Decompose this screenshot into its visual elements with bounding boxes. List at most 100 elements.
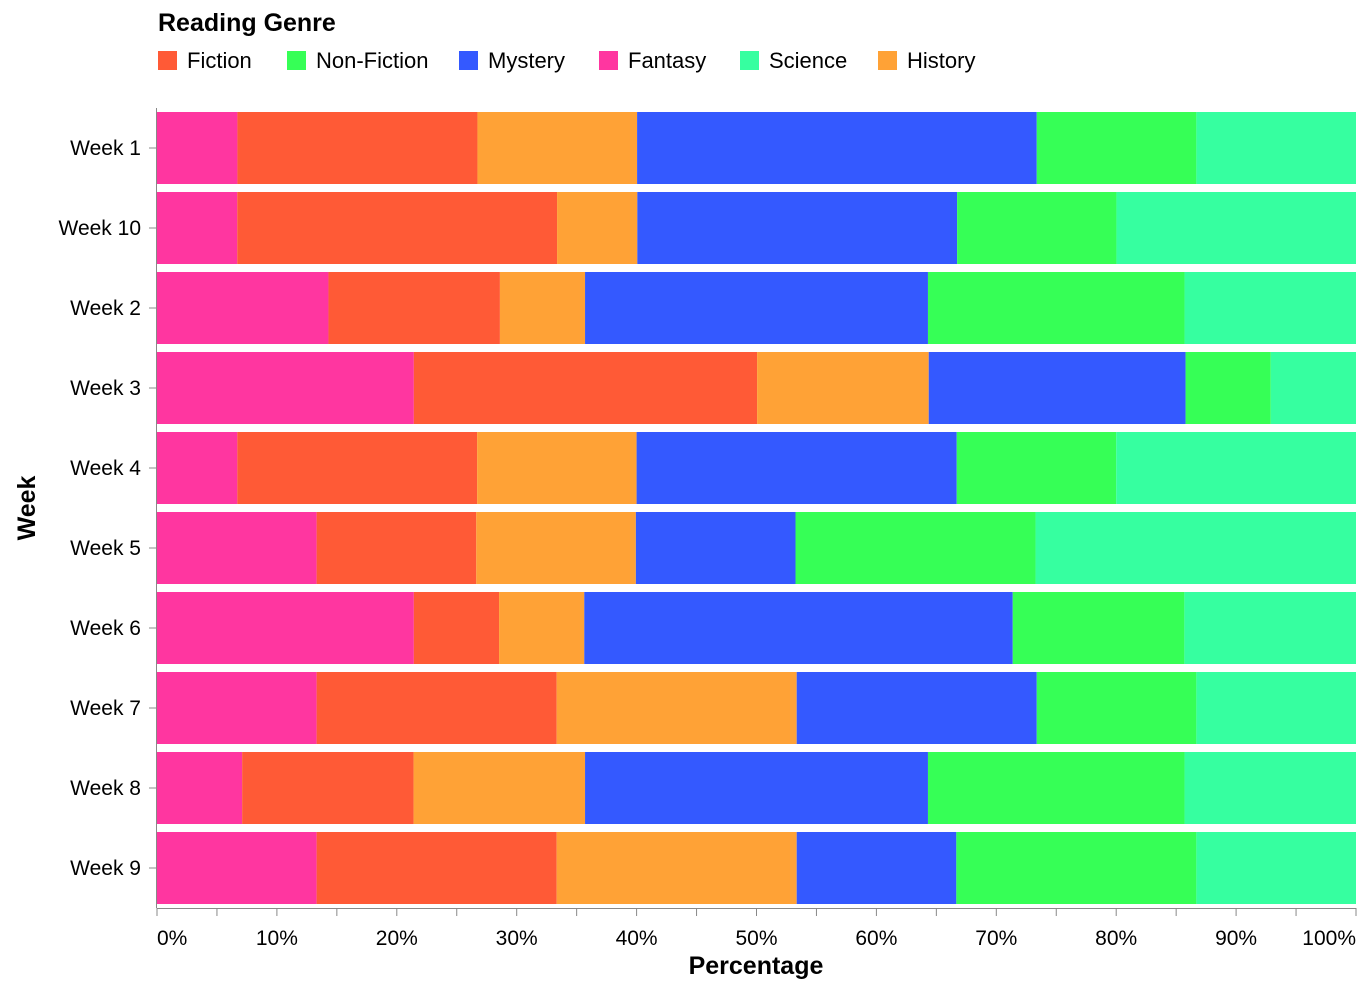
x-tick-label: 100%	[1302, 927, 1356, 950]
bar-segment-fantasy	[157, 352, 414, 424]
bar-segment-mystery	[636, 432, 957, 504]
bar-segment-non-fiction	[956, 432, 1117, 504]
bar-row-week-3	[157, 352, 1356, 424]
bar-segment-fiction	[316, 832, 557, 904]
legend-label-fiction: Fiction	[187, 48, 252, 73]
y-axis: Week 1 Week 10 Week 2 Week 3 Week 4 Week 5 Wee…	[59, 108, 157, 908]
legend-label-history: History	[907, 48, 975, 73]
legend-title: Reading Genre	[158, 9, 336, 37]
bar-segment-science	[1196, 672, 1356, 744]
bar-row-week-9	[157, 832, 1356, 904]
bar-segment-fantasy	[157, 672, 317, 744]
bar-segment-non-fiction	[957, 192, 1117, 264]
legend-label-fantasy: Fantasy	[628, 48, 706, 73]
bar-segment-non-fiction	[1012, 592, 1185, 664]
y-tick-label: Week 2	[70, 297, 141, 320]
x-tick-label: 70%	[975, 927, 1017, 950]
bar-segment-fiction	[316, 672, 557, 744]
bar-segment-fantasy	[157, 752, 243, 824]
bar-segment-history	[477, 432, 637, 504]
bar-segment-fantasy	[157, 512, 317, 584]
legend-label-non-fiction: Non-Fiction	[316, 48, 428, 73]
bar-row-week-2	[157, 272, 1356, 344]
bar-segment-history	[556, 832, 797, 904]
bar-segment-history	[557, 192, 638, 264]
x-tick-label: 80%	[1095, 927, 1137, 950]
y-tick-label: Week 8	[70, 777, 141, 800]
bar-segment-science	[1184, 752, 1356, 824]
y-tick-label: Week 9	[70, 857, 141, 880]
bar-segment-mystery	[585, 752, 928, 824]
x-tick-label: 0%	[157, 927, 187, 950]
bar-segment-science	[1116, 192, 1356, 264]
bar-segment-science	[1184, 592, 1356, 664]
bar-segment-non-fiction	[927, 272, 1185, 344]
bar-row-week-8	[157, 752, 1356, 824]
x-tick-label: 60%	[855, 927, 897, 950]
y-tick-label: Week 5	[70, 537, 141, 560]
bar-segment-mystery	[796, 832, 957, 904]
bar-segment-non-fiction	[1185, 352, 1271, 424]
y-axis-title: Week	[13, 475, 41, 540]
legend-item-fantasy: Fantasy	[599, 48, 706, 73]
bar-segment-non-fiction	[1036, 112, 1197, 184]
bar-segment-history	[757, 352, 929, 424]
legend-label-science: Science	[769, 48, 847, 73]
legend-swatch-fiction	[158, 51, 177, 70]
bar-segment-fantasy	[157, 272, 329, 344]
legend-item-non-fiction: Non-Fiction	[287, 48, 428, 73]
legend-item-history: History	[878, 48, 975, 73]
x-tick-label: 10%	[256, 927, 298, 950]
bar-segment-non-fiction	[927, 752, 1185, 824]
legend-item-fiction: Fiction	[158, 48, 252, 73]
bar-segment-fantasy	[157, 432, 238, 504]
bar-segment-mystery	[637, 192, 958, 264]
legend-swatch-non-fiction	[287, 51, 306, 70]
bar-row-week-7	[157, 672, 1356, 744]
bar-segment-fantasy	[157, 112, 238, 184]
bar-segment-fiction	[237, 432, 478, 504]
x-axis-title: Percentage	[689, 952, 824, 980]
bar-segment-fiction	[413, 592, 500, 664]
bar-row-week-4	[157, 432, 1356, 504]
bar-segment-mystery	[796, 672, 1037, 744]
bar-row-week-6	[157, 592, 1356, 664]
bar-segment-science	[1196, 832, 1356, 904]
bar-segment-fiction	[328, 272, 500, 344]
bar-segment-fantasy	[157, 192, 238, 264]
y-tick-label: Week 3	[70, 377, 141, 400]
legend-swatch-science	[740, 51, 759, 70]
bar-segment-non-fiction	[956, 832, 1197, 904]
bar-segment-fiction	[237, 192, 558, 264]
y-tick-label: Week 1	[70, 137, 141, 160]
y-tick-label: Week 7	[70, 697, 141, 720]
bar-segment-history	[477, 112, 638, 184]
bar-segment-fantasy	[157, 832, 317, 904]
legend-item-mystery: Mystery	[459, 48, 565, 73]
legend-swatch-fantasy	[599, 51, 618, 70]
x-tick-label: 40%	[616, 927, 658, 950]
legend-label-mystery: Mystery	[488, 48, 565, 73]
bar-segment-history	[413, 752, 586, 824]
bar-segment-fantasy	[157, 592, 414, 664]
bar-segment-history	[499, 592, 585, 664]
bar-segment-history	[556, 672, 797, 744]
x-tick-label: 20%	[376, 927, 418, 950]
bar-segment-mystery	[585, 272, 928, 344]
bar-segment-mystery	[635, 512, 796, 584]
bar-segment-fiction	[237, 112, 478, 184]
bar-segment-non-fiction	[795, 512, 1036, 584]
bar-row-week-1	[157, 112, 1356, 184]
x-tick-label: 90%	[1215, 927, 1257, 950]
legend: Reading Genre Fiction Non-Fiction Mystery F…	[158, 9, 975, 73]
y-tick-label: Week 10	[59, 217, 142, 240]
bar-segment-fiction	[413, 352, 758, 424]
bar-segment-fiction	[316, 512, 477, 584]
bar-segment-fiction	[242, 752, 414, 824]
bar-segment-science	[1116, 432, 1356, 504]
y-tick-label: Week 4	[70, 457, 141, 480]
bar-segment-history	[476, 512, 636, 584]
bar-segment-science	[1196, 112, 1356, 184]
legend-swatch-mystery	[459, 51, 478, 70]
bar-segment-mystery	[637, 112, 1037, 184]
